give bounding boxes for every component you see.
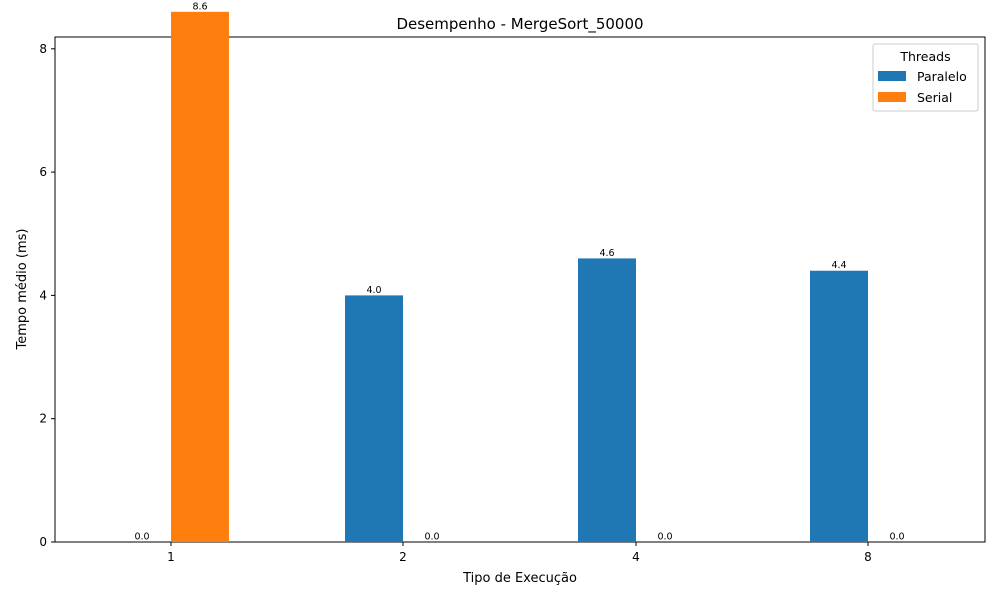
data-label-paralelo-2: 4.0 <box>366 285 381 296</box>
bar-paralelo-4 <box>578 258 636 542</box>
legend-label-serial: Serial <box>917 90 952 105</box>
y-tick-label: 4 <box>39 288 47 302</box>
y-tick-label: 0 <box>39 535 47 549</box>
x-tick-label: 4 <box>632 550 640 564</box>
x-tick-label: 1 <box>167 550 175 564</box>
plot-frame <box>54 36 986 543</box>
bar-serial-1 <box>171 11 229 543</box>
data-label-paralelo-1: 0.0 <box>134 532 149 543</box>
data-label-serial-4: 0.0 <box>657 532 672 543</box>
plot-area: 0 2 4 6 8 1 2 4 8 0.0 4.0 4.6 4.4 8.6 0.0 0.0 0.0 <box>39 1 986 564</box>
y-tick-label: 6 <box>39 165 47 179</box>
legend-swatch-paralelo <box>878 71 906 81</box>
legend: Threads Paralelo Serial <box>872 43 979 112</box>
legend-swatch-serial <box>878 92 906 102</box>
bar-paralelo-8 <box>810 270 868 542</box>
bar-paralelo-2 <box>345 295 403 542</box>
data-label-serial-8: 0.0 <box>889 532 904 543</box>
data-label-serial-1: 8.6 <box>192 1 207 12</box>
data-label-paralelo-4: 4.6 <box>599 248 614 259</box>
data-label-serial-2: 0.0 <box>424 532 439 543</box>
legend-title: Threads <box>899 49 950 64</box>
chart-title: Desempenho - MergeSort_50000 <box>396 15 643 34</box>
legend-label-paralelo: Paralelo <box>917 69 967 84</box>
x-axis-label: Tipo de Execução <box>462 571 577 586</box>
x-tick-label: 8 <box>864 550 872 564</box>
y-tick-label: 2 <box>39 412 47 426</box>
data-label-paralelo-8: 4.4 <box>831 260 846 271</box>
y-tick-label: 8 <box>39 42 47 56</box>
x-tick-label: 2 <box>399 550 407 564</box>
y-axis-label: Tempo médio (ms) <box>15 229 30 351</box>
